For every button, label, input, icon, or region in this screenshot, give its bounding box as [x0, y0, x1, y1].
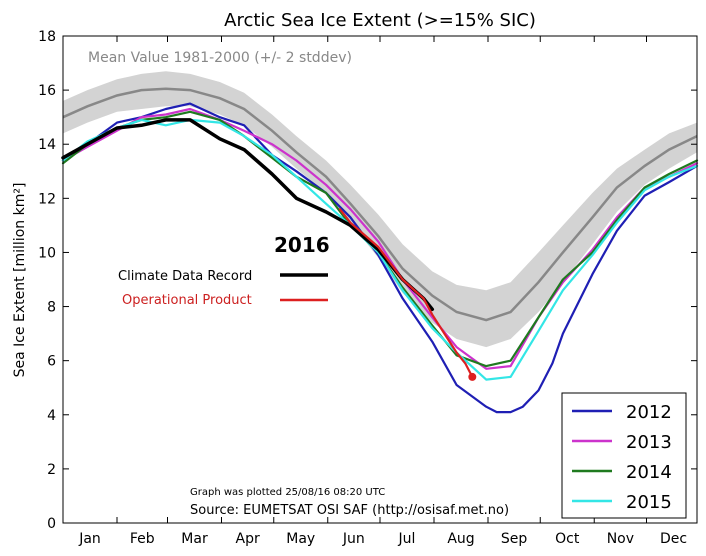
legend-box [561, 392, 687, 519]
y-tick-label: 8 [47, 300, 56, 316]
chart-title: Arctic Sea Ice Extent (>=15% SIC) [224, 10, 536, 31]
plot-area: 0 2 4 6 8 10 12 14 16 18 Jan Feb Mar Apr May Jun Jul Aug S… [38, 29, 699, 547]
y-tick-label: 16 [38, 83, 56, 99]
y-tick-label: 18 [38, 29, 56, 45]
y-axis-label: Sea Ice Extent [million km²] [12, 183, 28, 378]
x-tick-label: Oct [555, 531, 580, 547]
y-tick-label: 6 [47, 354, 56, 370]
y-tick-label: 4 [47, 408, 56, 424]
x-tick-label: Jun [342, 531, 365, 547]
mean-stddev-band [63, 71, 697, 348]
x-tick-label: Aug [447, 531, 474, 547]
y-tick-label: 2 [47, 462, 56, 478]
series-line-2013 [61, 107, 699, 370]
legend: 2012 2013 2014 2015 [561, 392, 687, 519]
y-tick-label: 14 [38, 137, 56, 153]
footer-plotted: Graph was plotted 25/08/16 08:20 UTC [190, 487, 385, 498]
annotation-op-label: Operational Product [122, 293, 252, 308]
mean-label: Mean Value 1981-2000 (+/- 2 stddev) [88, 50, 352, 66]
x-tick-label: Apr [236, 531, 260, 547]
x-tick-label: Mar [181, 531, 208, 547]
mean-line [62, 87, 698, 322]
x-tick-label: Jan [78, 531, 101, 547]
x-tick-label: Feb [130, 531, 155, 547]
legend-label: 2014 [626, 462, 672, 483]
legend-label: 2012 [626, 402, 672, 423]
y-tick-label: 10 [38, 245, 56, 261]
y-tick-label: 0 [47, 516, 56, 532]
series-line-operational-product [338, 208, 474, 378]
footer-source: Source: EUMETSAT OSI SAF (http://osisaf.… [190, 503, 509, 518]
x-tick-label: Nov [607, 531, 634, 547]
legend-label: 2015 [626, 492, 672, 513]
annotation-year: 2016 [274, 233, 330, 257]
y-tick-label: 12 [38, 191, 56, 207]
latest-value-marker [468, 372, 477, 381]
x-tick-label: May [286, 531, 315, 547]
plot-frame [62, 35, 698, 524]
x-tick-label: Sep [501, 531, 528, 547]
legend-label: 2013 [626, 432, 672, 453]
series-line-2012 [61, 102, 699, 414]
x-tick-label: Dec [660, 531, 687, 547]
annotation-cdr-label: Climate Data Record [118, 269, 252, 284]
x-tick-label: Jul [398, 531, 416, 547]
